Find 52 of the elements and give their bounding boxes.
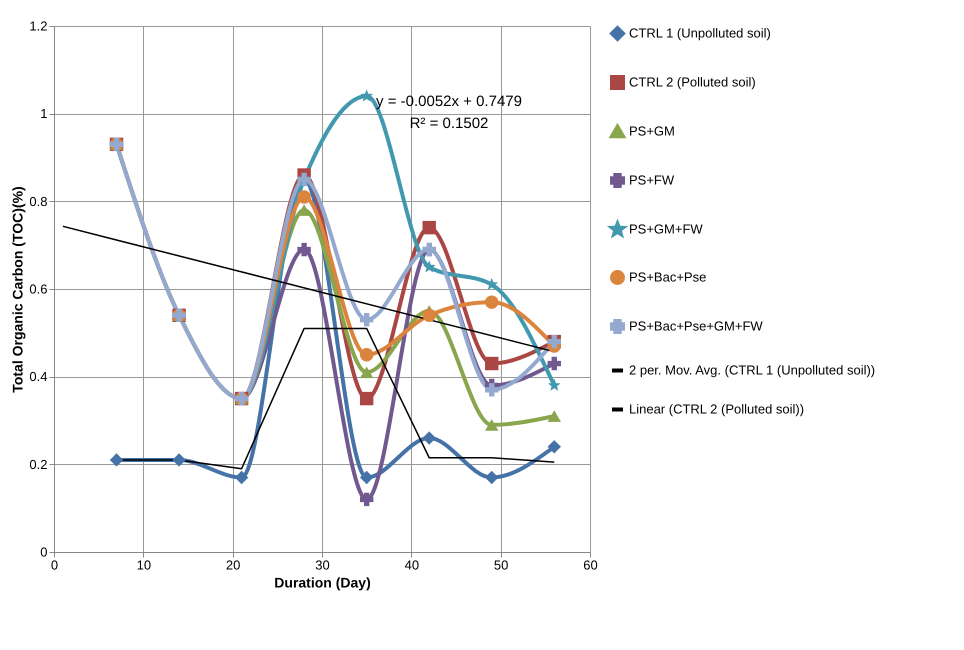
legend-label: PS+Bac+Pse <box>629 270 706 284</box>
x-tick-label: 10 <box>136 558 152 572</box>
point <box>422 260 436 273</box>
x-tick-label: 40 <box>404 558 420 572</box>
y-axis-title: Total Organic Carbon (TOC)(%) <box>9 186 26 393</box>
y-tick-label: 1.2 <box>29 18 48 34</box>
point <box>297 190 311 204</box>
point <box>548 410 561 422</box>
legend-label: PS+Bac+Pse+GM+FW <box>629 318 764 334</box>
point <box>360 492 374 506</box>
y-tick-label: 0.4 <box>29 369 48 384</box>
point <box>172 453 186 467</box>
point <box>485 470 498 484</box>
point <box>360 89 374 102</box>
y-tick-label: 0.8 <box>29 194 48 209</box>
legend-label: Linear (CTRL 2 (Polluted soil)) <box>629 402 804 416</box>
point <box>485 295 498 309</box>
legend-label: CTRL 1 (Unpolluted soil) <box>629 26 771 40</box>
x-tick-label: 30 <box>315 558 330 572</box>
point <box>234 470 248 484</box>
point <box>110 453 124 467</box>
x-tick-label: 20 <box>226 558 240 572</box>
point <box>485 383 498 397</box>
legend-label: 2 per. Mov. Avg. (CTRL 1 (Unpolluted soil)) <box>629 362 876 378</box>
x-axis-title: Duration (Day) <box>274 574 371 590</box>
point <box>485 356 498 370</box>
x-tick-label: 50 <box>494 558 508 572</box>
point <box>548 440 561 454</box>
legend-label: CTRL 2 (Polluted soil) <box>629 74 756 90</box>
point <box>360 348 374 362</box>
point <box>360 392 374 406</box>
point <box>422 308 436 322</box>
y-tick-label: 0 <box>40 544 48 560</box>
y-tick-label: 0.6 <box>29 282 48 296</box>
x-tick-label: 60 <box>583 558 598 572</box>
annotation: R² = 0.1502 <box>410 115 488 132</box>
point <box>485 419 498 431</box>
point <box>297 242 311 256</box>
annotation: y = -0.0052x + 0.7479 <box>376 93 522 110</box>
y-tick-label: 1 <box>40 106 48 122</box>
legend-label: PS+GM+FW <box>629 222 704 236</box>
legend-label: PS+FW <box>629 172 675 188</box>
point <box>548 378 561 391</box>
point <box>422 431 436 445</box>
point <box>548 356 561 370</box>
point <box>360 366 374 378</box>
point <box>360 470 374 484</box>
legend-label: PS+GM <box>629 124 675 138</box>
point <box>422 220 436 234</box>
y-tick-label: 0.2 <box>29 456 48 472</box>
point <box>360 312 374 326</box>
x-tick-label: 0 <box>50 558 58 572</box>
